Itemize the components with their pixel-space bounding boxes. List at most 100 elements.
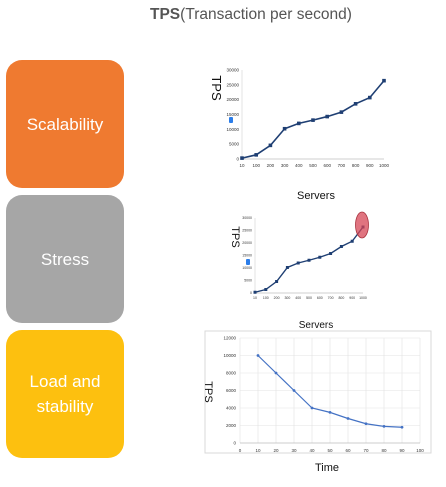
x-tick-label: 400	[295, 163, 303, 168]
x-tick-label: 60	[345, 448, 351, 453]
y-tick-label: 10000	[223, 353, 236, 358]
data-point	[256, 354, 260, 357]
x-tick-label: 800	[338, 296, 344, 300]
data-point	[296, 261, 300, 265]
x-tick-label: 300	[284, 296, 290, 300]
x-tick-label: 50	[327, 448, 333, 453]
y-tick-label: 0	[236, 157, 239, 162]
category-box-stress: Stress	[6, 195, 124, 323]
data-point	[297, 121, 301, 126]
x-tick-label: 20	[273, 448, 279, 453]
x-axis-title: Servers	[299, 320, 333, 331]
x-tick-label: 0	[239, 448, 242, 453]
x-tick-label: 400	[295, 296, 301, 300]
y-tick-label: 8000	[226, 371, 237, 376]
selection-handle-icon	[246, 259, 250, 265]
x-tick-label: 500	[306, 296, 312, 300]
data-point	[350, 239, 354, 243]
y-axis-title: TPS	[229, 226, 241, 247]
x-tick-label: 900	[366, 163, 374, 168]
data-point	[339, 110, 344, 114]
category-box-scalability: Scalability	[6, 60, 124, 188]
data-point	[368, 95, 372, 100]
x-tick-label: 800	[352, 163, 360, 168]
category-label: Scalability	[26, 114, 104, 134]
y-tick-label: 20000	[226, 97, 239, 102]
data-point	[307, 258, 311, 262]
y-tick-label: 10000	[242, 266, 252, 270]
y-tick-label: 15000	[226, 112, 239, 117]
data-point	[275, 280, 279, 283]
x-tick-label: 10	[239, 163, 245, 168]
x-tick-label: 700	[328, 296, 334, 300]
x-axis-title: Servers	[297, 190, 335, 202]
y-tick-label: 30000	[242, 216, 252, 220]
data-point	[329, 252, 333, 255]
y-axis-title: TPS	[209, 75, 224, 101]
category-label: Stress	[40, 249, 90, 269]
selection-handle-icon	[229, 117, 233, 123]
x-tick-label: 1000	[379, 163, 390, 168]
category-box-load-and-stability: Load and stability	[6, 330, 124, 458]
y-tick-label: 6000	[226, 388, 237, 393]
highlight-marker	[355, 211, 369, 239]
data-point	[240, 156, 244, 160]
data-point	[282, 126, 287, 131]
data-point	[400, 425, 404, 429]
x-tick-label: 500	[309, 163, 317, 168]
chart-panel	[204, 330, 432, 454]
data-point	[328, 410, 332, 414]
data-point	[285, 266, 289, 269]
data-point	[325, 114, 329, 119]
y-tick-label: 0	[233, 441, 236, 446]
x-tick-label: 600	[317, 296, 323, 300]
x-tick-label: 30	[291, 448, 297, 453]
x-tick-label: 600	[323, 163, 331, 168]
y-axis-title: TPS	[202, 381, 214, 402]
x-tick-label: 70	[363, 448, 369, 453]
heading-bold: TPS	[150, 6, 181, 23]
y-tick-label: 25000	[226, 82, 239, 87]
y-tick-label: 25000	[242, 229, 252, 233]
x-tick-label: 100	[252, 163, 260, 168]
x-tick-label: 40	[309, 448, 315, 453]
data-point	[292, 389, 296, 392]
data-point	[346, 417, 350, 420]
data-point	[254, 153, 258, 157]
data-point	[353, 102, 358, 106]
x-tick-label: 10	[253, 296, 257, 300]
y-tick-label: 5000	[229, 142, 240, 147]
x-tick-label: 700	[338, 163, 346, 168]
x-tick-label: 200	[267, 163, 275, 168]
data-point	[311, 118, 315, 122]
chart-heading: TPS(Transaction per second)	[150, 6, 440, 30]
x-tick-label: 100	[416, 448, 424, 453]
data-point	[253, 290, 257, 294]
y-tick-label: 5000	[244, 279, 252, 283]
data-point	[310, 406, 314, 410]
x-tick-label: 300	[281, 163, 289, 168]
x-tick-label: 80	[381, 448, 387, 453]
category-label: Load and stability	[29, 372, 101, 416]
heading-rest: (Transaction per second)	[180, 6, 352, 23]
y-tick-label: 4000	[226, 406, 237, 411]
x-tick-label: 90	[399, 448, 405, 453]
data-point	[364, 422, 368, 426]
y-tick-label: 20000	[242, 241, 252, 245]
x-tick-label: 1000	[359, 296, 367, 300]
data-point	[318, 255, 322, 259]
data-point	[382, 424, 386, 428]
y-tick-label: 2000	[226, 423, 237, 428]
x-tick-label: 900	[349, 296, 355, 300]
x-axis-title: Time	[315, 462, 339, 474]
data-point	[339, 245, 343, 248]
data-point	[274, 371, 278, 375]
data-point	[382, 78, 386, 83]
y-tick-label: 12000	[223, 336, 236, 341]
y-tick-label: 15000	[242, 254, 252, 258]
data-point	[264, 288, 268, 291]
y-tick-label: 30000	[226, 68, 239, 73]
